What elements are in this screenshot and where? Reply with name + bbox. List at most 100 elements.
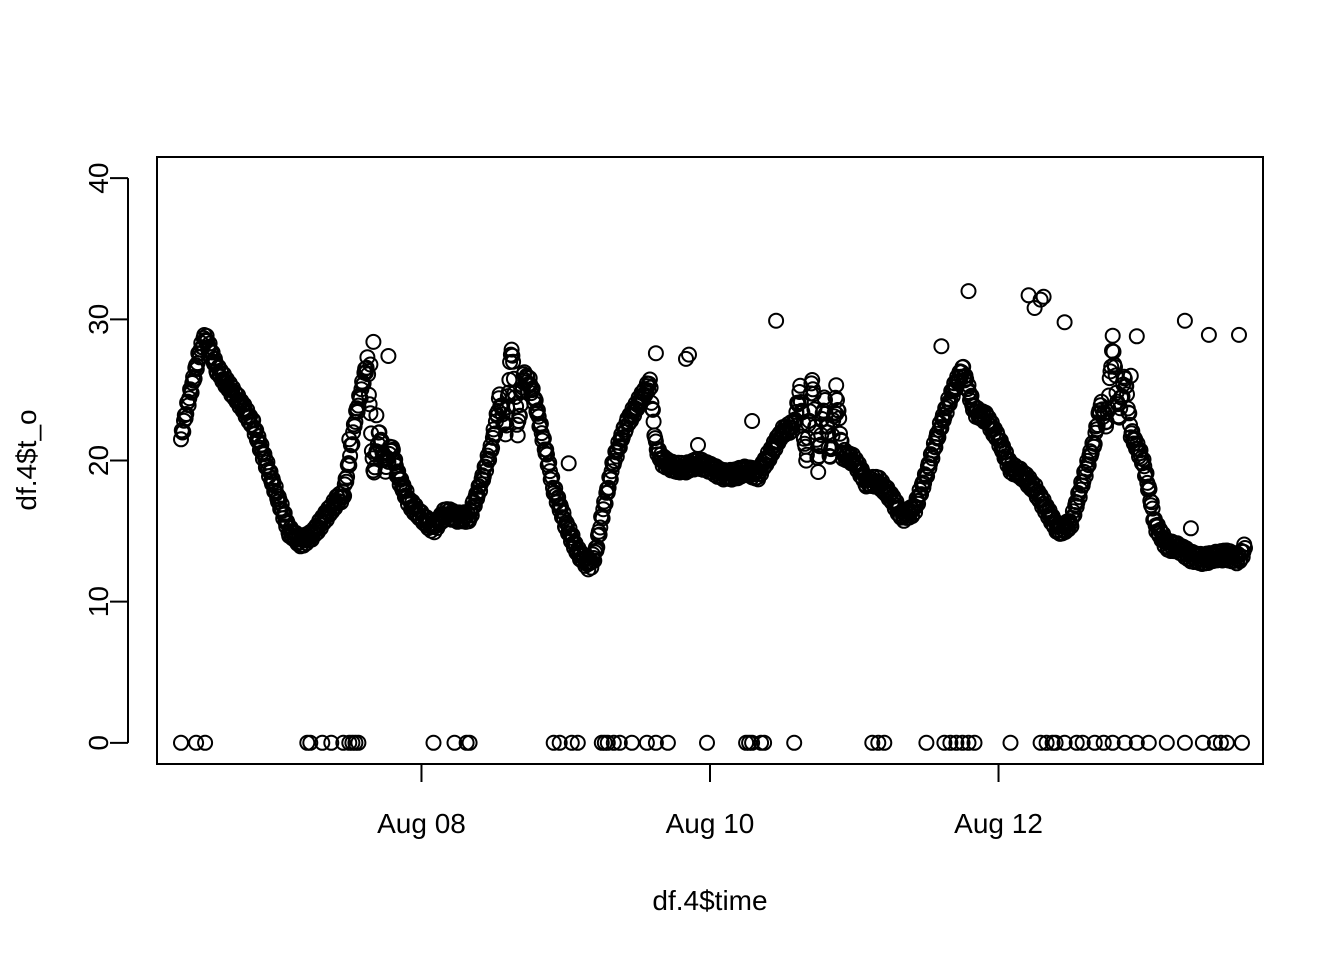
x-tick-label: Aug 10 — [666, 808, 755, 839]
outlier-point — [960, 283, 977, 300]
outlier-point — [560, 455, 577, 472]
zero-point — [188, 734, 205, 751]
outlier-point — [678, 350, 694, 367]
y-tick-label: 20 — [83, 445, 114, 476]
data-point — [642, 379, 659, 396]
zero-point — [948, 734, 965, 751]
outlier-point — [380, 348, 397, 364]
data-point — [511, 407, 528, 424]
data-point — [360, 386, 377, 403]
zero-point — [659, 734, 676, 751]
zero-point — [647, 734, 664, 751]
data-point — [503, 341, 520, 358]
outlier-point — [1032, 291, 1049, 308]
data-point — [603, 463, 620, 480]
zero-point — [1128, 734, 1145, 751]
y-tick-label: 30 — [83, 304, 114, 335]
data-point — [960, 377, 977, 394]
data-point — [359, 349, 376, 366]
zero-point — [1047, 734, 1064, 751]
data-point — [600, 479, 617, 496]
data-point — [478, 462, 495, 479]
zero-point — [1212, 734, 1229, 751]
zero-point — [1002, 734, 1019, 751]
data-point — [1143, 494, 1160, 511]
data-point — [188, 361, 205, 377]
outlier-point — [828, 405, 845, 422]
data-point — [592, 519, 609, 536]
y-axis: 0 10 20 30 40 — [83, 163, 129, 751]
data-point — [1071, 489, 1088, 506]
zero-point — [425, 734, 442, 751]
outlier-point — [464, 494, 481, 511]
outlier-point — [389, 465, 406, 482]
zero-point — [699, 734, 715, 751]
outlier-point — [1200, 326, 1217, 343]
data-point — [358, 359, 375, 376]
zero-point — [551, 734, 568, 751]
outlier-point — [1122, 367, 1139, 384]
zero-point — [350, 734, 367, 751]
zero-point — [960, 734, 977, 751]
outlier-point — [368, 407, 385, 424]
zero-point — [446, 734, 463, 751]
data-point — [342, 447, 359, 464]
data-point — [1086, 436, 1103, 452]
zero-point — [323, 734, 340, 751]
data-point — [1063, 518, 1080, 535]
zero-point — [1140, 734, 1157, 751]
data-point — [466, 497, 483, 514]
outlier-point — [365, 333, 382, 350]
zero-point — [1158, 734, 1175, 751]
zero-point — [1116, 734, 1133, 751]
y-tick-label: 0 — [83, 735, 114, 751]
data-point — [530, 408, 547, 425]
zero-point — [173, 734, 189, 751]
data-point — [1118, 378, 1135, 395]
outlier-point — [647, 345, 664, 362]
outlier-point — [681, 346, 697, 363]
zero-point — [569, 734, 586, 751]
data-point — [1107, 359, 1123, 375]
zero-point — [876, 734, 893, 751]
data-point — [504, 347, 521, 364]
data-point — [812, 436, 829, 453]
zero-point — [545, 734, 562, 751]
zero-point — [864, 734, 881, 751]
y-tick-label: 40 — [83, 163, 114, 194]
zero-point — [936, 734, 953, 751]
outlier-point — [1056, 314, 1073, 331]
zero-point — [1234, 734, 1250, 751]
data-point — [544, 469, 561, 486]
x-axis: Aug 08 Aug 10 Aug 12 — [377, 763, 1043, 839]
data-point — [904, 508, 921, 525]
data-point — [262, 463, 279, 480]
data-point — [1112, 400, 1129, 417]
data-point — [643, 394, 660, 411]
outlier-point — [690, 437, 706, 453]
data-point — [792, 394, 809, 410]
data-point — [924, 450, 941, 467]
data-point — [831, 410, 848, 427]
outlier-point — [1176, 312, 1193, 329]
zero-point — [1086, 734, 1103, 751]
data-point — [1104, 327, 1121, 344]
outlier-point — [1231, 326, 1247, 343]
outlier-point — [1128, 328, 1145, 345]
outlier-point — [744, 413, 761, 429]
zero-point — [1206, 734, 1223, 751]
zero-point — [954, 734, 971, 751]
x-tick-label: Aug 08 — [377, 808, 466, 839]
outlier-point — [933, 338, 950, 355]
data-point — [1234, 549, 1251, 565]
zero-point — [335, 734, 352, 751]
zero-point — [1056, 734, 1073, 751]
zero-point — [1176, 734, 1193, 751]
x-axis-label: df.4$time — [652, 885, 767, 916]
outlier-point — [341, 431, 358, 448]
data-point — [641, 371, 658, 388]
data-point — [505, 353, 522, 370]
zero-point — [918, 734, 935, 751]
